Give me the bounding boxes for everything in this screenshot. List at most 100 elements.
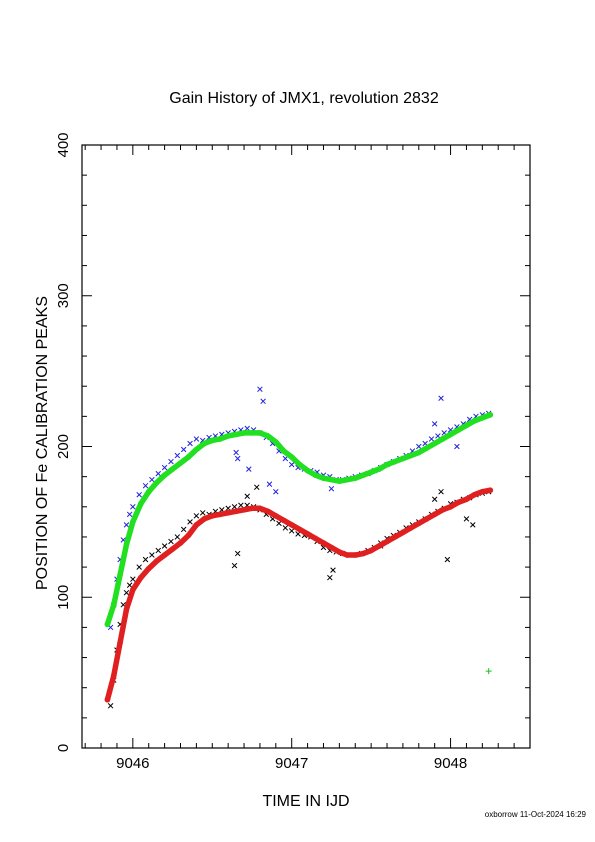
fit-point [117,639,123,646]
fit-point [328,544,335,551]
data-point [244,425,250,432]
fit-point [130,586,136,593]
data-point [438,488,444,495]
data-point [193,513,200,519]
fit-point [447,504,454,510]
fit-point [344,476,351,483]
fit-point [110,601,117,608]
fit-point [312,472,319,478]
data-point [180,526,187,533]
fit-point [104,621,111,628]
fit-curve [104,412,494,628]
fit-point [209,437,216,444]
data-point [130,504,136,510]
chart-title: Gain History of JMX1, revolution 2832 [169,90,439,107]
fit-point [471,418,478,424]
fit-point [280,448,287,454]
fit-point [257,430,263,436]
fit-point [209,513,216,519]
data-point [238,502,244,509]
fit-point [392,534,398,540]
fit-point [288,454,295,460]
y-tick-label: 100 [55,585,72,610]
data-point [107,703,114,709]
fit-point [344,552,351,558]
fit-point [161,472,168,478]
fit-point [193,522,200,528]
fit-point [137,574,144,581]
fit-point [463,496,470,503]
fit-point [431,511,438,518]
fit-point [169,546,176,552]
fit-point [185,532,192,539]
data-point [454,443,460,450]
fit-point [423,516,430,522]
fit-point [352,475,359,481]
fit-point [169,466,176,472]
data-point [244,493,250,500]
data-point [155,547,162,554]
fit-curve [104,487,494,703]
fit-point [415,449,422,456]
fit-point [145,565,152,572]
data-point [234,550,241,557]
data-point [470,522,476,528]
fit-point [447,431,454,438]
fit-point [304,531,311,537]
fit-point [439,436,446,442]
data-point [231,504,238,510]
fit-point [415,520,422,527]
plot-frame [81,144,531,749]
fit-point [336,478,343,484]
data-point [199,510,206,516]
fit-point [336,549,343,555]
data-point [438,395,444,402]
data-point [431,496,438,503]
footer-credit: oxborrow 11-Oct-2024 16:29 [485,810,587,819]
fit-point [257,505,263,512]
fit-point [153,479,160,486]
fit-point [265,508,271,515]
fit-point [104,696,111,703]
y-tick-label: 0 [55,744,72,752]
data-point [126,511,133,518]
fit-point [241,507,247,513]
fit-point [487,412,494,418]
fit-point [320,475,327,481]
data-point [435,433,441,439]
data-point [130,576,136,582]
fit-point [273,439,279,445]
data-point [428,436,435,442]
data-point [187,519,193,525]
series-2 [104,412,494,628]
fit-point [225,433,231,439]
fit-point [288,522,295,528]
fit-point [392,458,398,465]
data-point [266,481,273,487]
data-point [123,589,130,596]
fit-point [320,540,327,546]
data-point [136,564,142,570]
fit-point [201,516,208,522]
data-point [174,534,181,540]
series-0 [107,386,492,631]
fit-point [123,541,130,548]
x-axis-label: TIME IN IJD [262,793,349,810]
fit-point [201,440,208,447]
fit-point [400,529,406,536]
fit-point [217,436,224,442]
data-point [126,582,133,588]
fit-point [304,467,311,474]
fit-point [177,540,184,546]
fit-point [400,455,406,462]
data-point [149,476,155,483]
fit-point [312,535,319,542]
plus-point [485,668,492,675]
fit-point [384,461,390,468]
fit-point [145,488,152,495]
fit-point [177,460,184,466]
fit-point [408,525,414,531]
y-tick-label: 200 [55,434,72,459]
fit-point [296,461,303,468]
